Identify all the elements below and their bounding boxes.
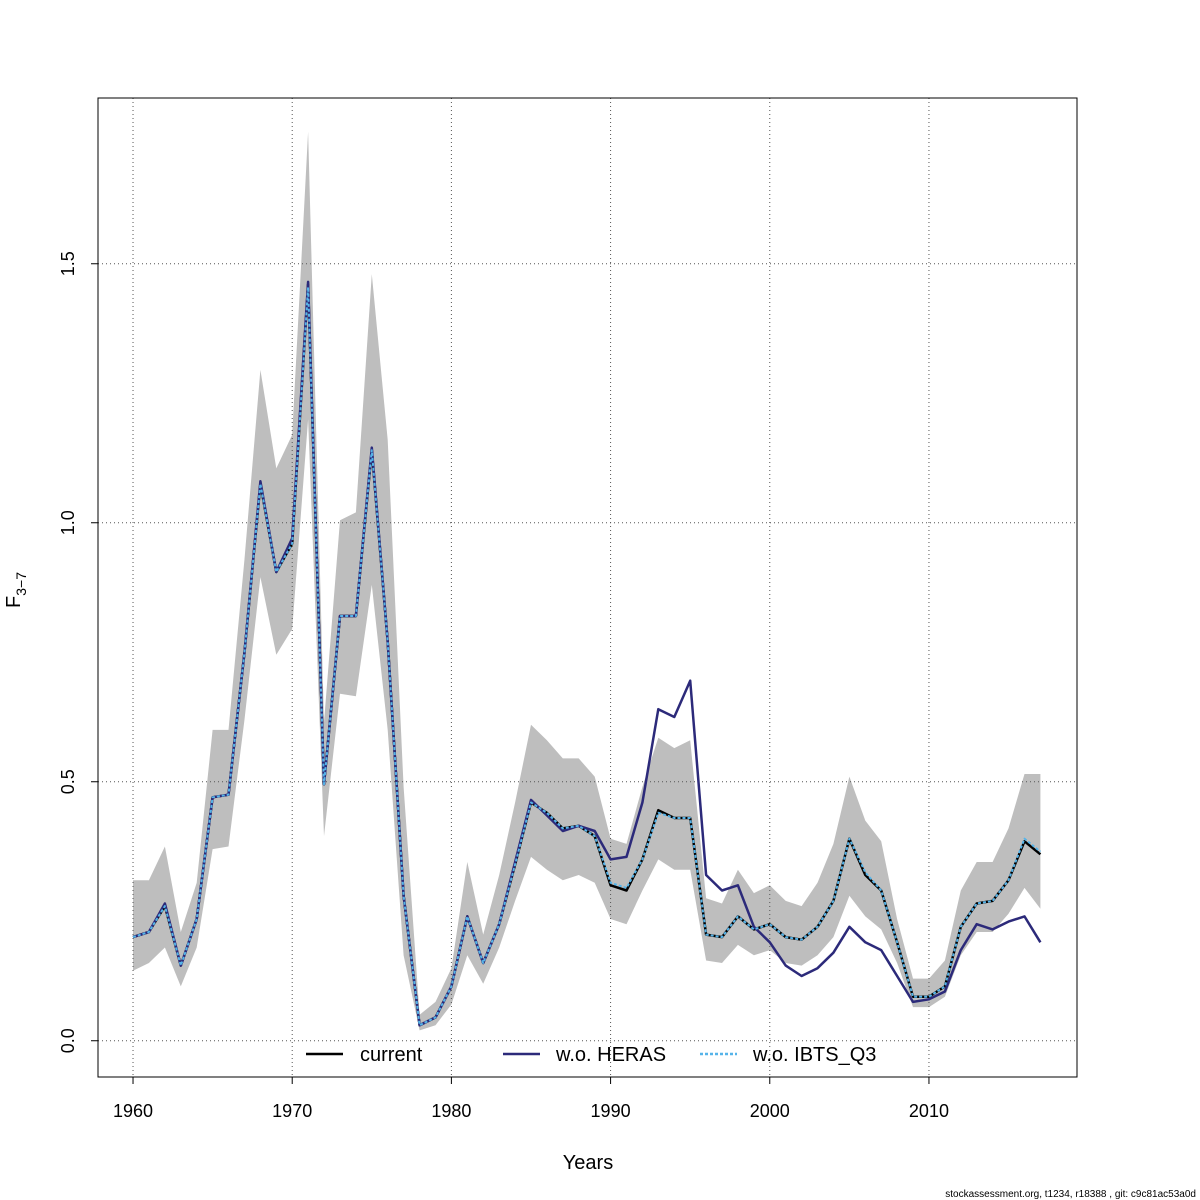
- confidence-band: [133, 131, 1041, 1031]
- x-tick-label: 2000: [750, 1101, 790, 1121]
- y-tick-label: 0.0: [58, 1028, 78, 1053]
- y-tick-label: 0.5: [58, 769, 78, 794]
- x-tick-label: 1960: [113, 1101, 153, 1121]
- plot-frame: [97, 97, 1078, 1078]
- y-tick-label: 1.0: [58, 510, 78, 535]
- legend-label-heras: w.o. HERAS: [555, 1044, 666, 1066]
- series-line-heras: [132, 280, 1042, 1027]
- x-tick-label: 2010: [909, 1101, 949, 1121]
- y-axis-title: F3−7: [3, 572, 29, 608]
- x-tick-label: 1980: [431, 1101, 471, 1121]
- legend-label-ibts: w.o. IBTS_Q3: [752, 1044, 876, 1066]
- y-tick-label: 1.5: [58, 251, 78, 276]
- y-axis-title-main: F: [3, 596, 25, 608]
- legend-label-current: current: [360, 1044, 423, 1066]
- x-tick-label: 1990: [591, 1101, 631, 1121]
- series-line-ibts: [132, 286, 1042, 1027]
- legend: current w.o. HERAS w.o. IBTS_Q3: [306, 1044, 876, 1066]
- y-axis-title-sub: 3−7: [13, 572, 29, 596]
- axis-layer: 1960 1970 1980 1990 2000 2010 0.0 0.5 1.0 1.5: [58, 251, 949, 1121]
- footer-credit: stockassessment.org, t1234, r18388 , git…: [945, 1189, 1196, 1200]
- x-axis-title: Years: [563, 1152, 613, 1174]
- x-tick-label: 1970: [272, 1101, 312, 1121]
- confidence-band-layer: [133, 131, 1041, 1031]
- series-layer: [132, 280, 1042, 1027]
